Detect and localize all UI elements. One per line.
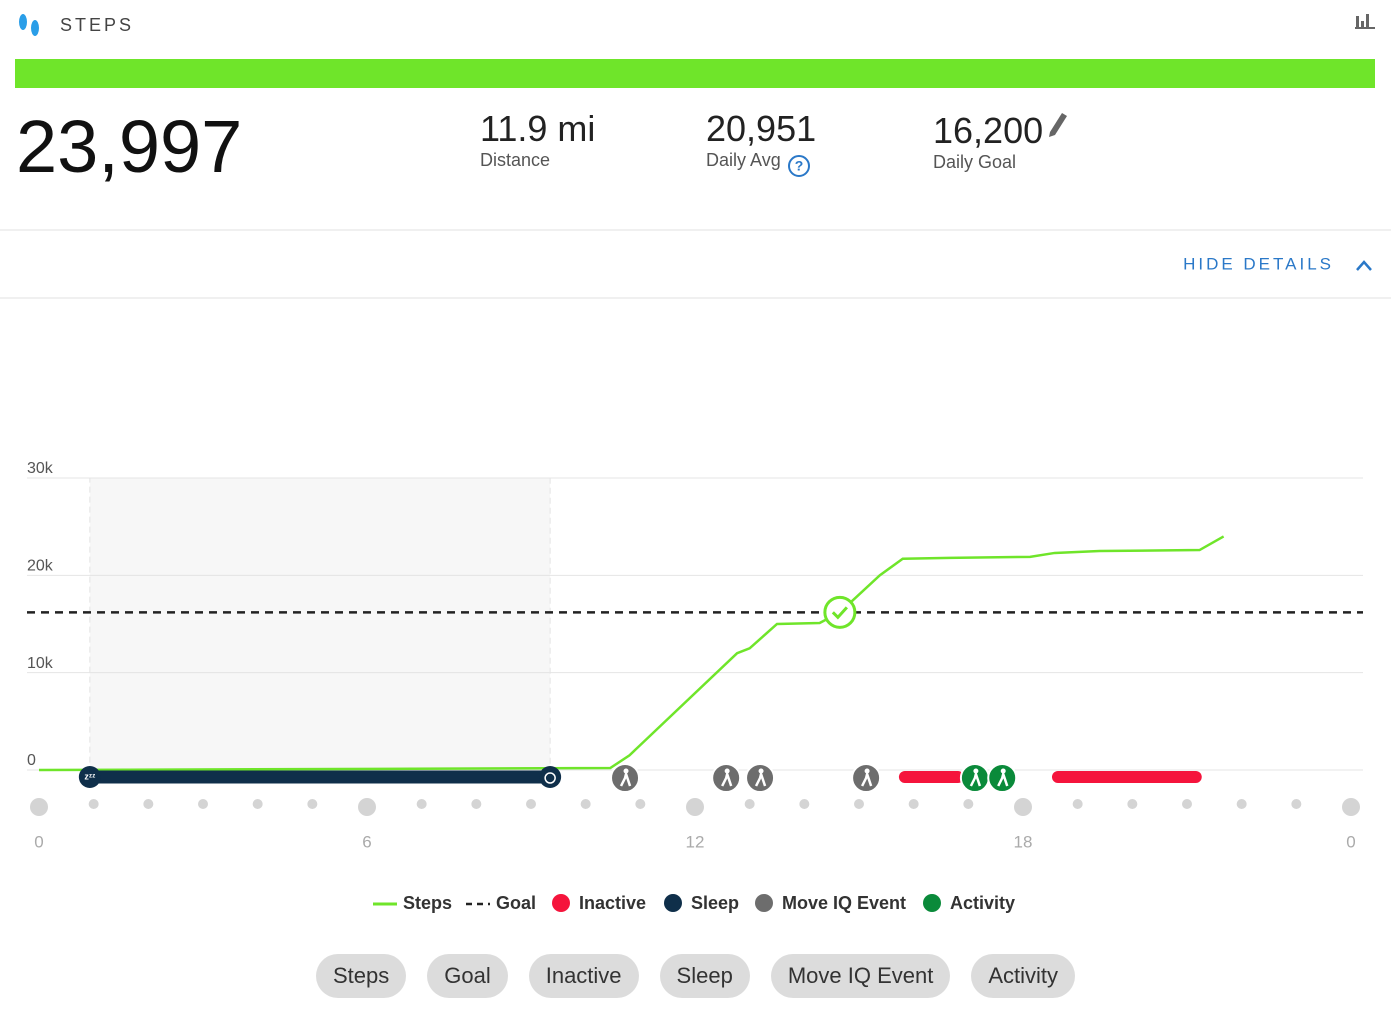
filter-button[interactable]: Inactive <box>528 954 639 998</box>
y-tick-label: 0 <box>27 752 36 769</box>
hour-dot <box>1182 799 1192 809</box>
x-tick-label: 12 <box>686 832 705 851</box>
chart-icon[interactable] <box>1355 14 1375 29</box>
edit-icon[interactable] <box>1049 113 1067 137</box>
hour-dot <box>635 799 646 809</box>
hour-dot <box>580 799 591 809</box>
steps-line <box>38 535 1225 772</box>
legend-swatch <box>552 894 570 912</box>
stat-value: 20,951 <box>706 108 817 149</box>
legend-label: Move IQ Event <box>782 893 906 913</box>
toggle-details[interactable]: HIDE DETAILS <box>1183 254 1334 273</box>
sleep-start-icon <box>78 766 101 788</box>
hour-dot <box>88 799 99 809</box>
filter-button[interactable]: Sleep <box>659 954 750 998</box>
hour-dot <box>471 799 482 809</box>
stat-value: 16,200 <box>933 110 1044 151</box>
filter-button[interactable]: Activity <box>971 954 1076 998</box>
hour-dot <box>1236 799 1247 809</box>
chevron[interactable] <box>1356 260 1372 271</box>
stat-label: Daily Avg <box>706 150 781 170</box>
icon-body <box>997 769 1009 787</box>
progress-bar <box>15 59 1375 88</box>
legend-label: Inactive <box>579 893 646 913</box>
legend-label: Activity <box>950 893 1015 913</box>
x-tick-label: 0 <box>34 832 43 851</box>
legend-swatch <box>664 894 682 912</box>
help-mark[interactable]: ? <box>795 158 804 174</box>
filter-button[interactable]: Move IQ Event <box>770 954 951 998</box>
hour-dot <box>252 799 263 809</box>
x-tick-mark <box>686 798 704 816</box>
hour-dot <box>799 799 810 809</box>
icon-body <box>969 769 982 787</box>
legend-label: Sleep <box>691 893 739 913</box>
hour-dot <box>526 799 536 809</box>
x-tick-label: 18 <box>1014 832 1033 851</box>
filter-button[interactable]: Goal <box>427 954 508 998</box>
hour-dot <box>1291 799 1302 809</box>
hour-dot <box>198 799 208 809</box>
x-tick-mark <box>358 798 376 816</box>
page-title: STEPS <box>60 15 134 35</box>
stat-label: Distance <box>480 150 551 170</box>
x-tick-label: 0 <box>1346 832 1355 851</box>
filter-buttons: Steps Goal Inactive Sleep Move IQ Event … <box>0 954 1391 998</box>
y-tick-label: 30k <box>27 460 54 477</box>
goal-check <box>831 606 848 620</box>
hour-dot <box>854 799 864 809</box>
help-icon[interactable] <box>788 155 810 177</box>
hour-dot <box>143 799 154 809</box>
x-tick-mark <box>30 798 48 816</box>
steps-icon <box>19 14 39 36</box>
total-steps: 23,997 <box>16 105 243 188</box>
hour-dot <box>963 799 974 809</box>
goal-marker <box>823 595 857 629</box>
hour-dot <box>908 799 919 809</box>
stat-label: Daily Goal <box>933 152 1017 172</box>
hour-dot <box>1127 799 1138 809</box>
legend-label: Steps <box>403 893 452 913</box>
x-tick-mark <box>1342 798 1360 816</box>
x-tick-label: 6 <box>362 832 371 851</box>
hour-dot <box>307 799 318 809</box>
stat-value: 11.9 mi <box>480 108 596 149</box>
icon-body <box>754 769 767 787</box>
hour-dot <box>416 799 427 809</box>
legend-label: Goal <box>496 893 536 913</box>
sleep-shade <box>89 477 551 771</box>
alarm-glyph <box>544 772 556 784</box>
icon-body <box>619 769 632 787</box>
hour-dot <box>1072 799 1083 809</box>
filter-button[interactable]: Steps <box>315 954 407 998</box>
zzz-glyph: zᶻᶻ <box>84 771 95 781</box>
icon-body <box>721 769 733 787</box>
stat: 16,200 Daily Goal <box>933 110 1043 173</box>
icon-body <box>860 769 873 787</box>
y-tick-label: 10k <box>27 655 54 672</box>
stat: 11.9 mi Distance <box>480 108 595 171</box>
y-tick-label: 20k <box>27 558 54 575</box>
hour-dot <box>744 799 755 809</box>
stat: 20,951 Daily Avg <box>706 108 816 171</box>
x-tick-mark <box>1014 798 1032 816</box>
legend-swatch <box>755 894 773 912</box>
sleep-end-icon <box>539 766 562 788</box>
legend-swatch <box>923 894 941 912</box>
